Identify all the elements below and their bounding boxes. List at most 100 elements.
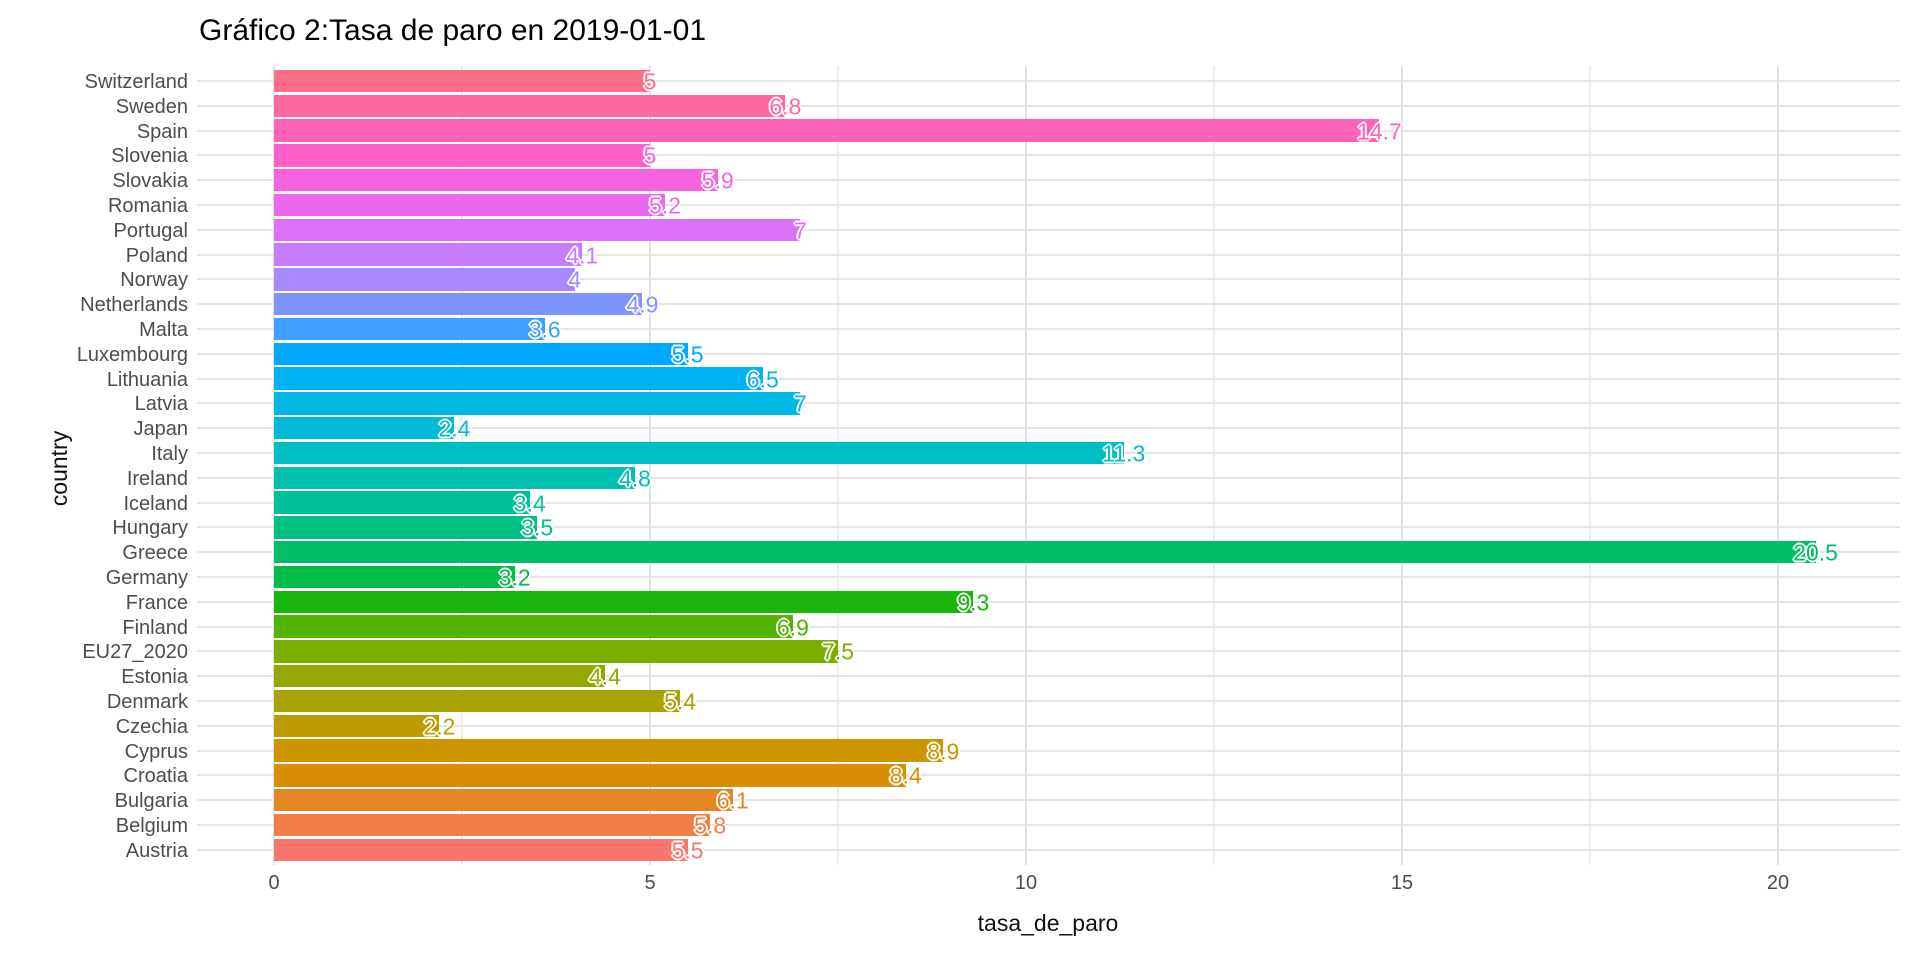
y-axis-tick-label: Greece: [122, 542, 188, 565]
bar-cyprus: [274, 739, 944, 762]
y-axis-tick-label: Japan: [133, 418, 189, 441]
row-gridline: [197, 501, 1900, 504]
plot-panel: 5 6.8 14.7 5 5.9 5.2 7 4.1 4 4.9 3.6 5.5 6.5 7 2.4 11.3…: [197, 66, 1900, 865]
row-gridline: [197, 600, 1900, 603]
row-gridline: [197, 576, 1900, 578]
bar-value-label: 3.5: [521, 514, 554, 541]
row-gridline: [197, 476, 1900, 479]
bar-slovakia: [274, 169, 718, 192]
major-gridline: [649, 66, 651, 865]
bar-value-label: 11.3: [1102, 440, 1146, 467]
row-gridline: [197, 427, 1900, 430]
bar-denmark: [274, 689, 681, 713]
bar-france: [274, 590, 974, 613]
bar-lithuania: [274, 367, 763, 390]
y-axis-tick-label: Czechia: [115, 715, 188, 738]
y-axis-tick-label: Iceland: [123, 492, 189, 515]
row-gridline: [197, 774, 1900, 777]
bar-iceland: [274, 491, 530, 514]
bar-croatia: [274, 764, 906, 787]
bar-value-label: 6.9: [776, 614, 809, 641]
bar-portugal: [274, 218, 801, 241]
row-gridline: [197, 700, 1900, 702]
bar-value-label: 4.4: [588, 663, 621, 690]
y-axis-tick-label: Malta: [139, 319, 188, 341]
bar-value-label: 5: [643, 142, 657, 169]
row-gridline: [197, 625, 1900, 628]
y-axis-tick-label: Switzerland: [84, 71, 188, 93]
bar-value-label: 4.8: [618, 465, 651, 492]
major-gridline: [1777, 66, 1779, 865]
bar-value-label: 7: [793, 217, 807, 244]
y-axis-tick-label: Austria: [125, 839, 188, 862]
x-axis-tick-label: 20: [1766, 872, 1790, 894]
y-axis-tick-label: Bulgaria: [114, 790, 188, 813]
bar-poland: [274, 243, 583, 266]
bar-luxembourg: [274, 342, 688, 365]
bar-value-label: 4: [568, 266, 582, 293]
bar-hungary: [274, 516, 538, 539]
major-gridline: [273, 66, 275, 865]
bar-austria: [274, 838, 688, 861]
bar-slovenia: [274, 144, 650, 167]
x-axis-tick-label: 10: [1014, 872, 1038, 894]
y-axis-tick-label: Spain: [136, 120, 188, 143]
x-axis-title: tasa_de_paro: [977, 910, 1119, 936]
y-axis-title: country: [46, 430, 73, 507]
bar-value-label: 6.8: [769, 93, 802, 120]
bar-value-label: 7: [793, 390, 807, 417]
bar-value-label: 9.3: [957, 589, 990, 616]
y-axis-tick-label: Cyprus: [124, 740, 188, 763]
y-axis-tick-label: Sweden: [115, 95, 188, 118]
row-gridline: [197, 154, 1900, 157]
bar-value-label: 2.4: [438, 415, 471, 442]
minor-gridline: [1213, 66, 1215, 865]
bar-value-label: 5.2: [649, 192, 682, 219]
y-axis-tick-label: Luxembourg: [76, 343, 188, 366]
bar-value-label: 5: [643, 68, 657, 95]
major-gridline: [1025, 66, 1027, 865]
bar-czechia: [274, 714, 440, 737]
bar-value-label: 6.1: [716, 787, 749, 814]
row-gridline: [197, 179, 1900, 182]
y-axis-tick-label: Romania: [107, 195, 188, 217]
row-gridline: [197, 724, 1900, 727]
bar-netherlands: [274, 293, 643, 316]
bar-value-label: 4.1: [566, 242, 599, 269]
bar-switzerland: [274, 69, 650, 93]
bar-value-label: 5.5: [671, 341, 704, 368]
bar-japan: [274, 417, 455, 440]
bar-sweden: [274, 94, 786, 117]
bar-germany: [274, 565, 515, 589]
bar-eu27_2020: [274, 640, 838, 663]
bar-value-label: 5.8: [694, 812, 727, 839]
bar-value-label: 5.4: [664, 688, 697, 715]
minor-gridline: [461, 66, 463, 865]
bar-value-label: 3.6: [528, 316, 561, 343]
bar-value-label: 20.5: [1793, 539, 1838, 566]
bar-estonia: [274, 665, 605, 688]
x-axis-tick-label: 5: [644, 872, 656, 894]
bar-value-label: 3.4: [513, 490, 546, 517]
row-gridline: [197, 402, 1900, 405]
minor-gridline: [1589, 66, 1591, 865]
bar-value-label: 5.9: [701, 167, 734, 194]
bar-value-label: 8.9: [927, 738, 960, 765]
y-axis-tick-label: Lithuania: [106, 368, 188, 391]
row-gridline: [197, 799, 1900, 802]
y-axis-tick-label: Ireland: [126, 467, 188, 490]
bar-bulgaria: [274, 789, 733, 812]
chart-title: Gráfico 2:Tasa de paro en 2019-01-01: [199, 14, 706, 47]
row-gridline: [197, 675, 1900, 678]
bar-latvia: [274, 392, 801, 415]
row-gridline: [197, 228, 1900, 231]
row-gridline: [197, 352, 1900, 355]
y-axis-tick-label: Slovenia: [111, 145, 188, 168]
row-gridline: [197, 253, 1900, 256]
row-gridline: [197, 526, 1900, 529]
y-axis-tick-label: Poland: [125, 244, 188, 267]
bar-malta: [274, 317, 545, 341]
y-axis-tick-label: Denmark: [106, 691, 188, 713]
row-gridline: [197, 328, 1900, 330]
bar-finland: [274, 615, 793, 638]
